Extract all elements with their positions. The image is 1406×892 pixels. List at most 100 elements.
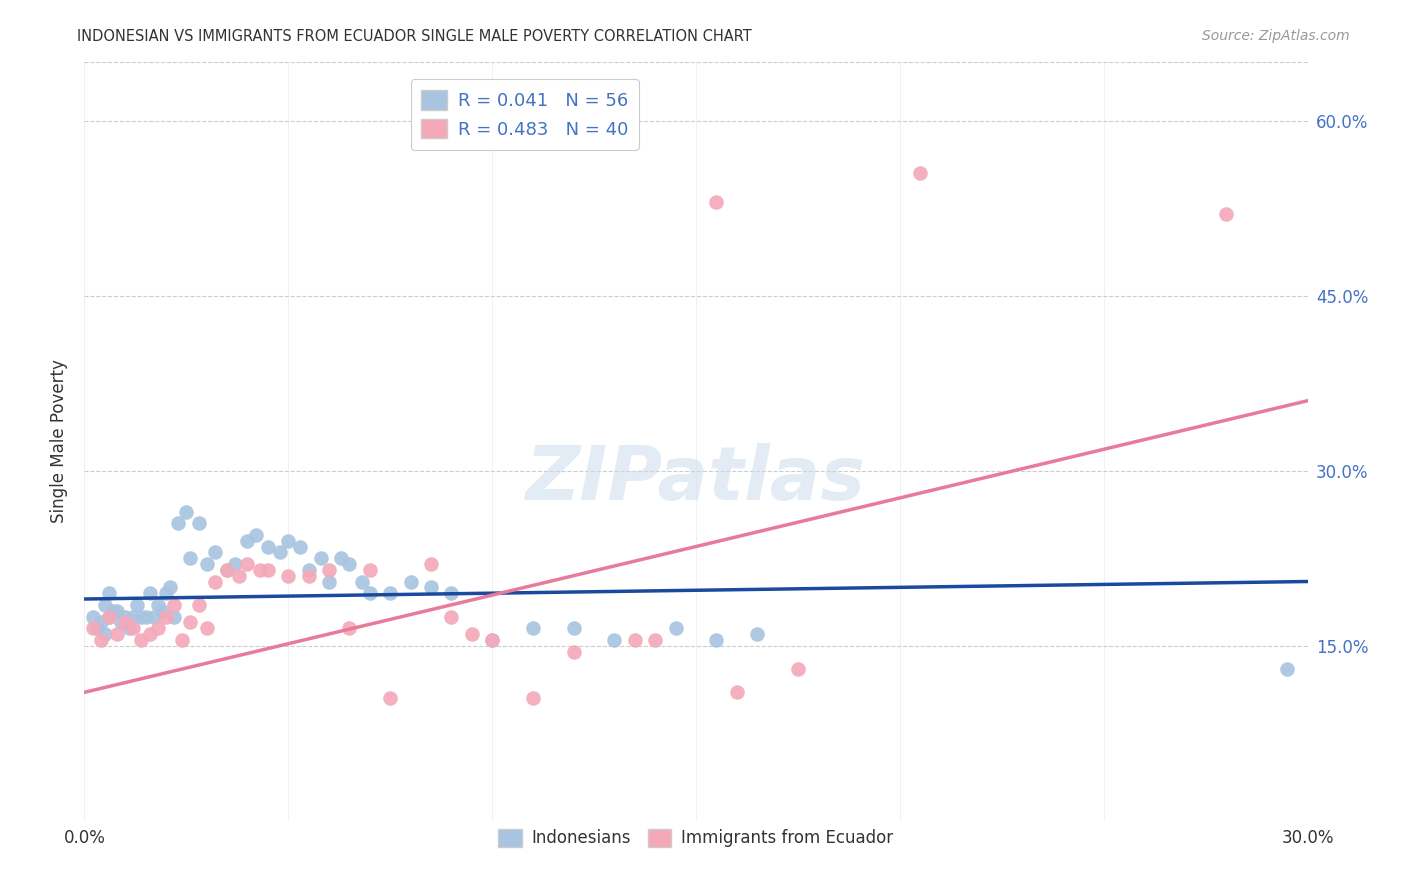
Point (309, 551, 332, 566)
Point (82, 621, 104, 635)
Point (330, 551, 353, 566)
Text: INDONESIAN VS IMMIGRANTS FROM ECUADOR SINGLE MALE POVERTY CORRELATION CHART: INDONESIAN VS IMMIGRANTS FROM ECUADOR SI… (77, 29, 752, 44)
Point (93, 627, 115, 641)
Point (277, 533, 299, 548)
Point (420, 580, 443, 594)
Point (179, 551, 201, 566)
Point (217, 563, 239, 577)
Point (150, 604, 173, 618)
Point (127, 598, 149, 612)
Point (747, 627, 769, 641)
Point (138, 627, 160, 641)
Point (277, 568, 299, 582)
Point (269, 545, 291, 559)
Point (298, 568, 321, 582)
Point (910, 166, 932, 180)
Point (603, 632, 626, 647)
Point (187, 598, 209, 612)
Point (787, 662, 810, 676)
Point (318, 563, 340, 577)
Text: ZIPatlas: ZIPatlas (526, 443, 866, 516)
Point (461, 627, 484, 641)
Point (204, 574, 226, 589)
Point (163, 598, 186, 612)
Point (122, 609, 145, 624)
Point (224, 557, 246, 571)
Point (174, 504, 197, 518)
Point (146, 598, 169, 612)
Point (706, 195, 728, 210)
Point (138, 586, 160, 600)
Point (440, 609, 463, 624)
Point (298, 563, 321, 577)
Point (399, 574, 422, 589)
Point (82, 609, 104, 624)
Point (339, 557, 361, 571)
Point (90, 632, 112, 647)
Point (644, 632, 666, 647)
Point (131, 609, 153, 624)
Point (131, 632, 153, 647)
Point (172, 632, 194, 647)
Point (97, 586, 120, 600)
Point (1215, 207, 1237, 221)
Point (290, 540, 312, 554)
Point (380, 691, 402, 706)
Point (481, 632, 503, 647)
Point (318, 574, 340, 589)
Point (249, 563, 271, 577)
Point (146, 621, 169, 635)
Point (97, 609, 120, 624)
Point (380, 586, 402, 600)
Point (624, 632, 647, 647)
Point (236, 557, 259, 571)
Point (665, 621, 688, 635)
Point (179, 615, 201, 630)
Point (257, 540, 280, 554)
Point (339, 621, 361, 635)
Point (86, 621, 108, 635)
Point (142, 609, 165, 624)
Point (522, 621, 544, 635)
Point (93, 598, 115, 612)
Point (105, 604, 128, 618)
Point (105, 627, 128, 641)
Text: Source: ZipAtlas.com: Source: ZipAtlas.com (1202, 29, 1350, 43)
Point (110, 615, 132, 630)
Point (359, 586, 381, 600)
Point (440, 586, 463, 600)
Point (359, 563, 381, 577)
Legend: Indonesians, Immigrants from Ecuador: Indonesians, Immigrants from Ecuador (492, 822, 900, 854)
Point (118, 621, 141, 635)
Point (228, 568, 250, 582)
Point (163, 609, 186, 624)
Point (195, 557, 218, 571)
Y-axis label: Single Male Poverty: Single Male Poverty (51, 359, 69, 524)
Point (725, 685, 748, 699)
Point (155, 586, 177, 600)
Point (122, 621, 145, 635)
Point (245, 528, 267, 542)
Point (420, 557, 443, 571)
Point (1277, 662, 1299, 676)
Point (101, 604, 124, 618)
Point (135, 609, 157, 624)
Point (155, 609, 177, 624)
Point (562, 621, 585, 635)
Point (562, 644, 585, 658)
Point (167, 516, 190, 531)
Point (195, 621, 218, 635)
Point (706, 632, 728, 647)
Point (522, 691, 544, 706)
Point (187, 516, 209, 531)
Point (114, 615, 136, 630)
Point (114, 609, 136, 624)
Point (159, 580, 181, 594)
Point (350, 574, 373, 589)
Point (217, 563, 239, 577)
Point (97, 609, 120, 624)
Point (236, 533, 259, 548)
Point (257, 563, 280, 577)
Point (90, 615, 112, 630)
Point (481, 632, 503, 647)
